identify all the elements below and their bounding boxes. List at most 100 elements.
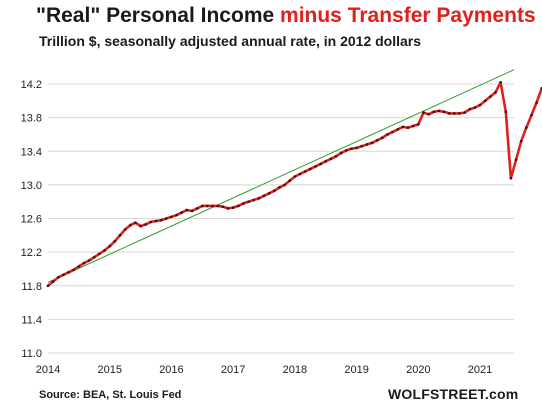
x-tick-label: 2021 bbox=[468, 364, 492, 376]
data-point bbox=[319, 162, 322, 166]
data-point bbox=[252, 198, 255, 202]
y-tick-label: 14.2 bbox=[21, 79, 42, 91]
data-point bbox=[242, 202, 245, 205]
data-point bbox=[345, 149, 348, 152]
data-point bbox=[67, 271, 70, 274]
data-point bbox=[375, 139, 379, 142]
data-point bbox=[57, 276, 60, 279]
data-point bbox=[51, 280, 55, 283]
data-point bbox=[98, 252, 101, 256]
data-point bbox=[360, 144, 364, 148]
data-point bbox=[93, 255, 96, 259]
data-point bbox=[267, 192, 271, 195]
data-point bbox=[525, 126, 528, 129]
data-point bbox=[221, 205, 225, 208]
data-point bbox=[77, 265, 81, 268]
y-tick-label: 12.6 bbox=[21, 214, 42, 226]
data-point bbox=[483, 99, 487, 103]
data-point bbox=[453, 112, 456, 115]
data-point bbox=[262, 194, 266, 198]
data-point bbox=[206, 204, 209, 208]
x-tick-label: 2016 bbox=[159, 364, 183, 376]
y-tick-label: 11.8 bbox=[21, 281, 42, 293]
data-point bbox=[427, 113, 430, 116]
data-point bbox=[478, 103, 482, 107]
data-point bbox=[108, 244, 111, 248]
data-point bbox=[226, 207, 230, 210]
y-tick-label: 13.8 bbox=[21, 113, 42, 125]
source-note: Source: BEA, St. Louis Fed bbox=[39, 389, 182, 401]
data-point bbox=[401, 125, 405, 129]
data-point bbox=[82, 261, 86, 265]
data-point-markers bbox=[46, 81, 542, 288]
data-point bbox=[442, 110, 446, 114]
series-layer bbox=[46, 81, 542, 288]
data-point bbox=[180, 211, 183, 214]
data-point bbox=[103, 249, 106, 252]
data-point bbox=[355, 146, 358, 150]
data-point bbox=[334, 155, 338, 158]
data-point bbox=[447, 112, 451, 115]
chart-subtitle: Trillion $, seasonally adjusted annual r… bbox=[39, 33, 422, 49]
data-point bbox=[211, 204, 214, 208]
data-point bbox=[72, 268, 75, 272]
data-point bbox=[159, 218, 163, 222]
data-point bbox=[231, 206, 235, 209]
data-point bbox=[329, 157, 333, 161]
x-axis-ticks: 2014 2015 2016 2017 2018 2019 2020 2021 bbox=[36, 364, 493, 376]
data-point bbox=[237, 204, 240, 208]
data-point bbox=[129, 223, 132, 227]
data-point bbox=[154, 219, 158, 223]
data-point bbox=[411, 124, 415, 128]
data-point bbox=[165, 217, 168, 220]
data-point bbox=[422, 111, 425, 114]
y-tick-label: 13.4 bbox=[21, 146, 42, 158]
data-point bbox=[123, 228, 127, 231]
data-point bbox=[499, 81, 502, 84]
data-point bbox=[350, 147, 353, 150]
x-tick-label: 2015 bbox=[97, 364, 121, 376]
brand-logo-text: WOLFSTREET.com bbox=[388, 386, 519, 402]
data-point bbox=[46, 284, 50, 288]
data-point bbox=[195, 207, 199, 210]
data-point bbox=[432, 110, 436, 114]
chart-title: "Real" Personal Income minus Transfer Pa… bbox=[36, 4, 536, 28]
data-point bbox=[118, 234, 122, 237]
x-tick-label: 2014 bbox=[36, 364, 60, 376]
data-point bbox=[489, 95, 492, 98]
data-point bbox=[190, 209, 194, 213]
data-point bbox=[530, 113, 533, 117]
data-point bbox=[273, 189, 276, 193]
data-point bbox=[468, 107, 472, 111]
data-point bbox=[278, 186, 281, 189]
data-point bbox=[149, 220, 153, 224]
data-point bbox=[257, 197, 261, 200]
data-point bbox=[463, 111, 466, 114]
y-tick-label: 13.0 bbox=[21, 180, 42, 192]
data-point bbox=[406, 126, 410, 129]
data-point bbox=[417, 123, 420, 126]
data-point bbox=[134, 221, 137, 224]
data-point bbox=[139, 224, 142, 228]
data-point bbox=[216, 204, 219, 208]
data-point bbox=[514, 158, 518, 161]
chart-title-part1: "Real" Personal Income bbox=[36, 4, 281, 27]
data-point bbox=[473, 106, 477, 109]
data-point bbox=[396, 128, 400, 131]
series-line bbox=[46, 81, 542, 288]
data-point bbox=[386, 133, 389, 136]
data-point bbox=[391, 130, 394, 134]
trendline-layer bbox=[47, 69, 515, 283]
gridlines bbox=[48, 83, 514, 354]
x-tick-label: 2017 bbox=[221, 364, 245, 376]
data-point bbox=[381, 136, 384, 140]
data-point bbox=[175, 213, 178, 217]
y-tick-label: 11.4 bbox=[21, 314, 42, 326]
data-point bbox=[509, 176, 513, 180]
y-tick-label: 11.0 bbox=[21, 348, 42, 360]
x-tick-label: 2019 bbox=[344, 364, 368, 376]
data-point bbox=[283, 183, 286, 187]
data-point bbox=[87, 259, 91, 262]
data-point bbox=[62, 273, 65, 277]
